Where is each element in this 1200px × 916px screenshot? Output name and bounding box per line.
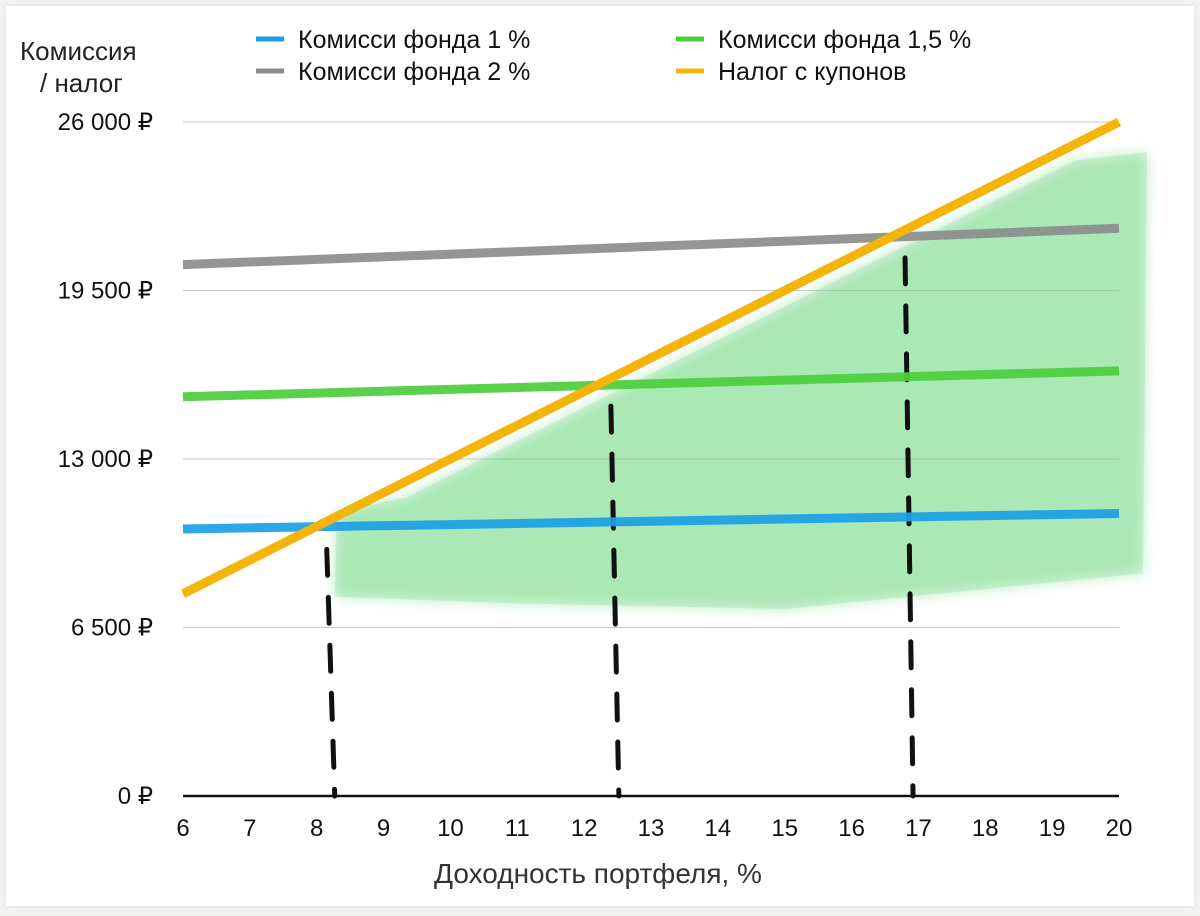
- series-line-fund-1-5: [182, 366, 1120, 402]
- breakeven-dashed-line: [324, 546, 338, 799]
- x-tick-label: 10: [437, 815, 464, 842]
- x-tick-label: 15: [771, 815, 798, 842]
- series-line-coupon-tax: [180, 117, 1122, 598]
- y-tick-label: 13 000 ₽: [58, 446, 153, 473]
- x-tick-label: 7: [243, 815, 256, 842]
- legend: Комисси фонда 1 % Комисси фонда 1,5 % Ко…: [256, 26, 971, 86]
- y-tick-label: 19 500 ₽: [58, 278, 153, 305]
- x-tick-label: 14: [705, 815, 732, 842]
- y-tick-label: 6 500 ₽: [71, 615, 153, 642]
- chart: 0 ₽ 6 500 ₽ 13 000 ₽ 19 500 ₽ 26 000 ₽ 6 7 8 9 10…: [20, 26, 1147, 889]
- y-axis-label-line1: Комиссия: [20, 36, 137, 66]
- x-tick-label: 12: [571, 815, 598, 842]
- x-tick-label: 17: [905, 815, 932, 842]
- x-tick-label: 8: [310, 815, 323, 842]
- legend-label-fund-1: Комисси фонда 1 %: [298, 26, 530, 54]
- x-tick-label: 9: [377, 815, 390, 842]
- x-tick-label: 16: [838, 815, 865, 842]
- x-tick-label: 19: [1039, 815, 1066, 842]
- y-axis-label-line2: / налог: [40, 68, 123, 98]
- x-tick-label: 6: [176, 815, 189, 842]
- breakeven-dashed-line: [608, 403, 622, 799]
- y-tick-label: 26 000 ₽: [58, 109, 153, 136]
- x-tick-label: 20: [1106, 815, 1133, 842]
- x-tick-label: 11: [505, 815, 530, 842]
- series-line-fund-2: [182, 223, 1120, 270]
- chart-frame: 0 ₽ 6 500 ₽ 13 000 ₽ 19 500 ₽ 26 000 ₽ 6 7 8 9 10…: [6, 6, 1194, 906]
- legend-label-fund-1-5: Комисси фонда 1,5 %: [718, 26, 971, 54]
- series-line-fund-1: [182, 508, 1120, 534]
- legend-label-fund-2: Комисси фонда 2 %: [298, 58, 530, 86]
- breakeven-dashed-line: [902, 255, 916, 799]
- x-tick-label: 13: [638, 815, 665, 842]
- legend-label-coupon-tax: Налог с купонов: [718, 58, 906, 86]
- x-tick-label: 18: [972, 815, 999, 842]
- y-tick-label: 0 ₽: [118, 783, 153, 810]
- x-axis-label: Доходность портфеля, %: [434, 858, 762, 889]
